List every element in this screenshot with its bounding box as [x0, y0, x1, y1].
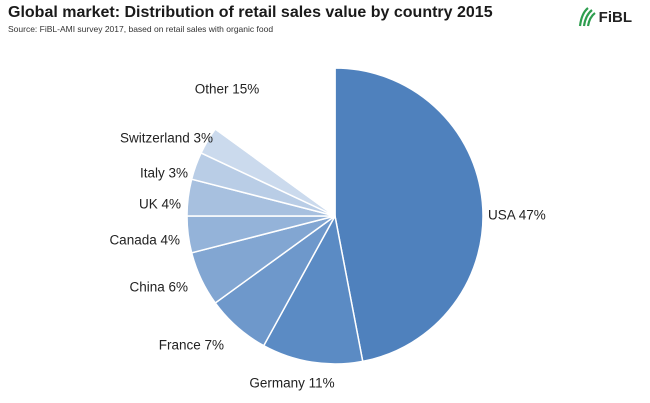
- pie-slice-germany: [262, 213, 364, 365]
- slice-label-switzerland: Switzerland 3%: [120, 131, 213, 146]
- pie-labels: USA 47% Germany 11% France 7% China 6% Canad…: [109, 82, 545, 391]
- slice-label-italy: Italy 3%: [140, 166, 188, 181]
- slice-label-germany: Germany 11%: [249, 376, 334, 391]
- slice-label-other: Other 15%: [195, 82, 260, 97]
- pie-slices: [186, 67, 484, 365]
- slice-label-canada: Canada 4%: [109, 233, 180, 248]
- slice-label-usa: USA 47%: [488, 208, 546, 223]
- chart-title: Global market: Distribution of retail sa…: [8, 4, 493, 21]
- pie-slice-other: [214, 67, 336, 218]
- fibl-logo: FiBL: [577, 6, 632, 28]
- chart-subtitle: Source: FiBL-AMI survey 2017, based on r…: [8, 24, 274, 34]
- pie-slice-usa: [334, 67, 484, 363]
- fibl-leaf-icon: [578, 7, 596, 27]
- slice-label-france: France 7%: [159, 338, 224, 353]
- logo-text: FiBL: [598, 8, 632, 26]
- slice-label-uk: UK 4%: [139, 197, 181, 212]
- slice-label-china: China 6%: [129, 280, 188, 295]
